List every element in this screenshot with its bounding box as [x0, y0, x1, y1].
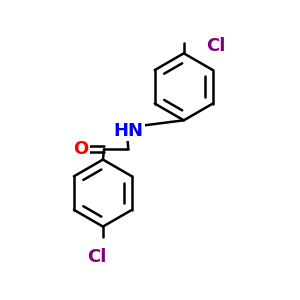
Text: Cl: Cl [88, 248, 107, 266]
Text: Cl: Cl [206, 38, 226, 56]
Text: HN: HN [113, 122, 143, 140]
Text: O: O [74, 140, 88, 158]
